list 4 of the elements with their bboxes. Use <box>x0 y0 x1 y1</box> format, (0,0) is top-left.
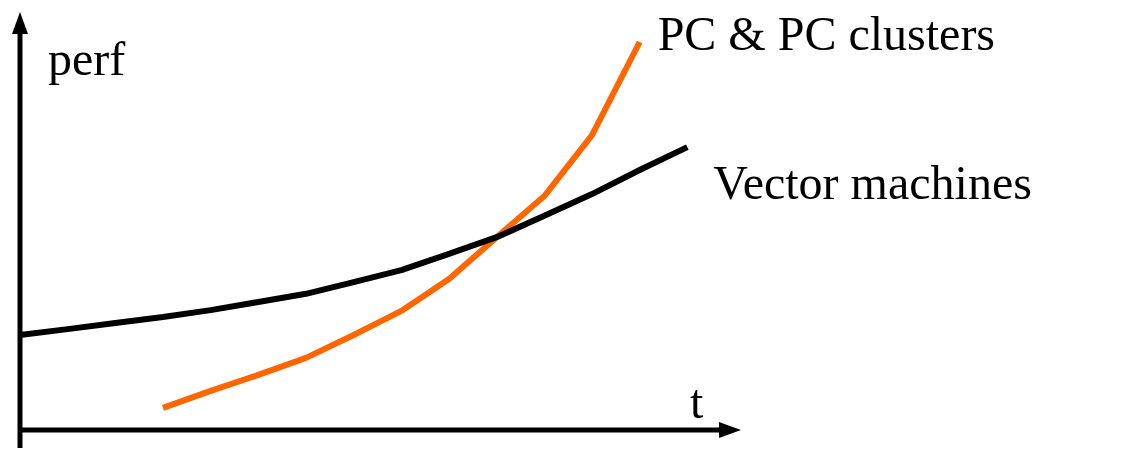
y-axis-title: perf <box>48 32 126 85</box>
series-label: Vector machines <box>713 156 1032 210</box>
series-label: PC & PC clusters <box>657 7 996 60</box>
x-axis-title: t <box>690 375 704 428</box>
